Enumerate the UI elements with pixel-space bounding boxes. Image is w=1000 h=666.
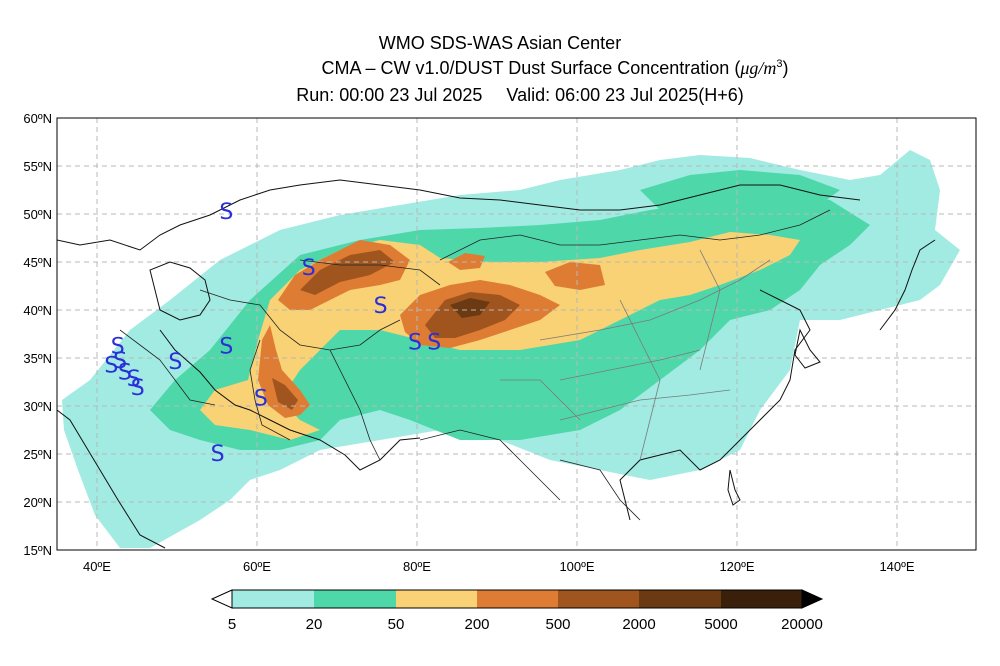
- map-subtitle: CMA – CW v1.0/DUST Dust Surface Concentr…: [55, 58, 1000, 79]
- dust-storm-marker: S: [219, 335, 233, 360]
- dust-storm-marker: S: [374, 294, 388, 319]
- run-valid-line: Run: 00:00 23 Jul 2025 Valid: 06:00 23 Ju…: [20, 85, 1000, 106]
- colorbar-swatch: [232, 590, 314, 608]
- colorbar-label: 20: [306, 616, 323, 633]
- dust-storm-marker: S: [219, 200, 233, 225]
- dust-storm-marker: S: [408, 331, 422, 356]
- dust-band-2000: [450, 298, 490, 318]
- colorbar-label: 50: [388, 616, 405, 633]
- dust-band-500: [300, 250, 395, 295]
- longitude-labels: 40ºE 60ºE 80ºE 100ºE 120ºE 140ºE: [83, 559, 915, 574]
- colorbar-swatch: [721, 590, 802, 608]
- colorbar-label: 20000: [781, 616, 823, 633]
- colorbar-swatch: [558, 590, 639, 608]
- dust-band-500-sw: [272, 378, 298, 410]
- colorbar-swatch: [639, 590, 721, 608]
- dust-storm-marker: S: [168, 350, 182, 375]
- subtitle-close: ): [782, 58, 789, 78]
- lat-label-35: 35ºN: [23, 351, 52, 366]
- lat-label-50: 50ºN: [23, 207, 52, 222]
- lat-label-25: 25ºN: [23, 447, 52, 462]
- dust-storm-marker: S: [104, 354, 118, 379]
- dust-storm-marker: S: [254, 386, 268, 411]
- lon-label-100: 100ºE: [559, 559, 594, 574]
- dust-storm-marker: S: [118, 360, 132, 385]
- unit-text: μg/m: [740, 58, 777, 78]
- unit-superscript: 3: [776, 58, 783, 70]
- colorbar-label: 2000: [622, 616, 655, 633]
- country-borders: [119, 209, 831, 521]
- colorbar-swatch: [477, 590, 558, 608]
- dust-storm-marker: S: [111, 335, 125, 360]
- lat-label-30: 30ºN: [23, 399, 52, 414]
- valid-time: Valid: 06:00 23 Jul 2025(H+6): [506, 85, 744, 105]
- lon-label-80: 80ºE: [403, 559, 431, 574]
- subtitle-text: CMA – CW v1.0/DUST Dust Surface Concentr…: [321, 58, 741, 78]
- dust-storm-marker: S: [302, 256, 316, 281]
- colorbar-label: 200: [464, 616, 489, 633]
- latitude-labels: 15ºN 20ºN 25ºN 30ºN 35ºN 40ºN 45ºN 50ºN …: [23, 111, 52, 558]
- lat-label-20: 20ºN: [23, 495, 52, 510]
- map-title: WMO SDS-WAS Asian Center: [378, 33, 622, 53]
- dust-storm-marker: S: [131, 376, 145, 401]
- lat-label-40: 40ºN: [23, 303, 52, 318]
- lat-label-60: 60ºN: [23, 111, 52, 126]
- dust-storm-marker: S: [113, 349, 127, 374]
- colorbar-frame: [231, 589, 803, 609]
- lat-label-55: 55ºN: [23, 159, 52, 174]
- lon-label-60: 60ºE: [243, 559, 271, 574]
- colorbar-over-arrow: [801, 589, 824, 609]
- lon-label-120: 120ºE: [719, 559, 754, 574]
- dust-storm-marker: S: [127, 367, 141, 392]
- colorbar-swatch: [314, 590, 396, 608]
- run-time: Run: 00:00 23 Jul 2025: [296, 85, 483, 105]
- province-borders: [500, 249, 771, 461]
- dust-band-200-east: [545, 262, 605, 290]
- colorbar: 5 20 50 200 500 2000 5000 20000: [210, 589, 824, 633]
- dust-band-200-sw: [258, 325, 310, 418]
- colorbar-label: 5: [228, 616, 236, 633]
- colorbar-swatch: [396, 590, 477, 608]
- lon-label-140: 140ºE: [879, 559, 914, 574]
- dust-storm-marker: S: [211, 442, 225, 467]
- lat-label-15: 15ºN: [23, 543, 52, 558]
- dust-storm-marker: S: [427, 331, 441, 356]
- graticule: [57, 118, 976, 550]
- dust-band-20-north: [640, 170, 840, 215]
- coastlines: [57, 179, 936, 549]
- lat-label-45: 45ºN: [23, 255, 52, 270]
- lon-label-40: 40ºE: [83, 559, 111, 574]
- colorbar-label: 5000: [704, 616, 737, 633]
- map-frame: [56, 117, 977, 551]
- colorbar-under-arrow: [210, 589, 233, 609]
- colorbar-label: 500: [545, 616, 570, 633]
